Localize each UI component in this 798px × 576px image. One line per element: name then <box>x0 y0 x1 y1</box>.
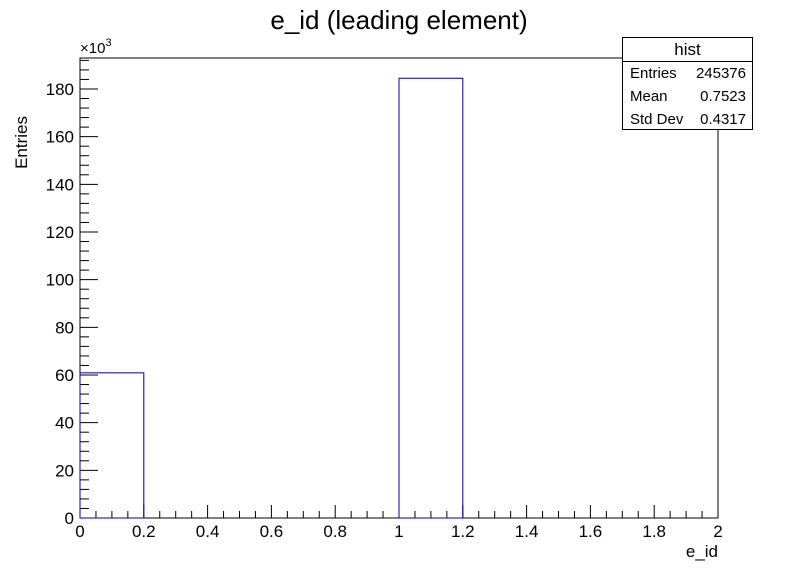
x-axis-label: e_id <box>686 542 718 561</box>
stats-entries-value: 245376 <box>695 65 746 82</box>
y-tick-label: 60 <box>55 366 74 385</box>
x-tick-label: 1 <box>394 522 403 541</box>
y-tick-label: 100 <box>46 271 74 290</box>
y-tick-label: 180 <box>46 80 74 99</box>
y-tick-label: 40 <box>55 414 74 433</box>
y-tick-label: 80 <box>55 318 74 337</box>
stats-stddev-label: Std Dev <box>630 111 684 128</box>
histogram-bar <box>398 77 464 519</box>
x-tick-label: 0.2 <box>132 522 156 541</box>
stats-title: hist <box>623 38 752 62</box>
stats-row-stddev: Std Dev 0.4317 <box>623 108 752 131</box>
x-tick-label: 2 <box>713 522 722 541</box>
y-tick-label: 120 <box>46 223 74 242</box>
stats-stddev-value: 0.4317 <box>700 111 746 128</box>
chart-title: e_id (leading element) <box>270 5 527 35</box>
x-tick-label: 0.4 <box>196 522 220 541</box>
y-axis-multiplier: ×103 <box>80 37 112 57</box>
stats-row-entries: Entries 245376 <box>623 62 752 85</box>
y-tick-label: 160 <box>46 128 74 147</box>
y-axis-label: Entries <box>12 116 31 169</box>
x-tick-label: 1.2 <box>451 522 475 541</box>
y-tick-label: 140 <box>46 175 74 194</box>
stats-mean-value: 0.7523 <box>700 88 746 105</box>
stats-mean-label: Mean <box>630 88 668 105</box>
x-tick-label: 0.8 <box>323 522 347 541</box>
x-tick-label: 1.4 <box>515 522 539 541</box>
x-tick-label: 1.6 <box>579 522 603 541</box>
stats-entries-label: Entries <box>630 65 677 82</box>
x-tick-label: 0.6 <box>260 522 284 541</box>
histogram-bar <box>79 372 145 519</box>
x-tick-label: 0 <box>75 522 84 541</box>
stats-box: hist Entries 245376 Mean 0.7523 Std Dev … <box>622 37 753 130</box>
y-tick-label: 20 <box>55 461 74 480</box>
stats-row-mean: Mean 0.7523 <box>623 85 752 108</box>
x-tick-label: 1.8 <box>642 522 666 541</box>
y-tick-label: 0 <box>65 509 74 528</box>
